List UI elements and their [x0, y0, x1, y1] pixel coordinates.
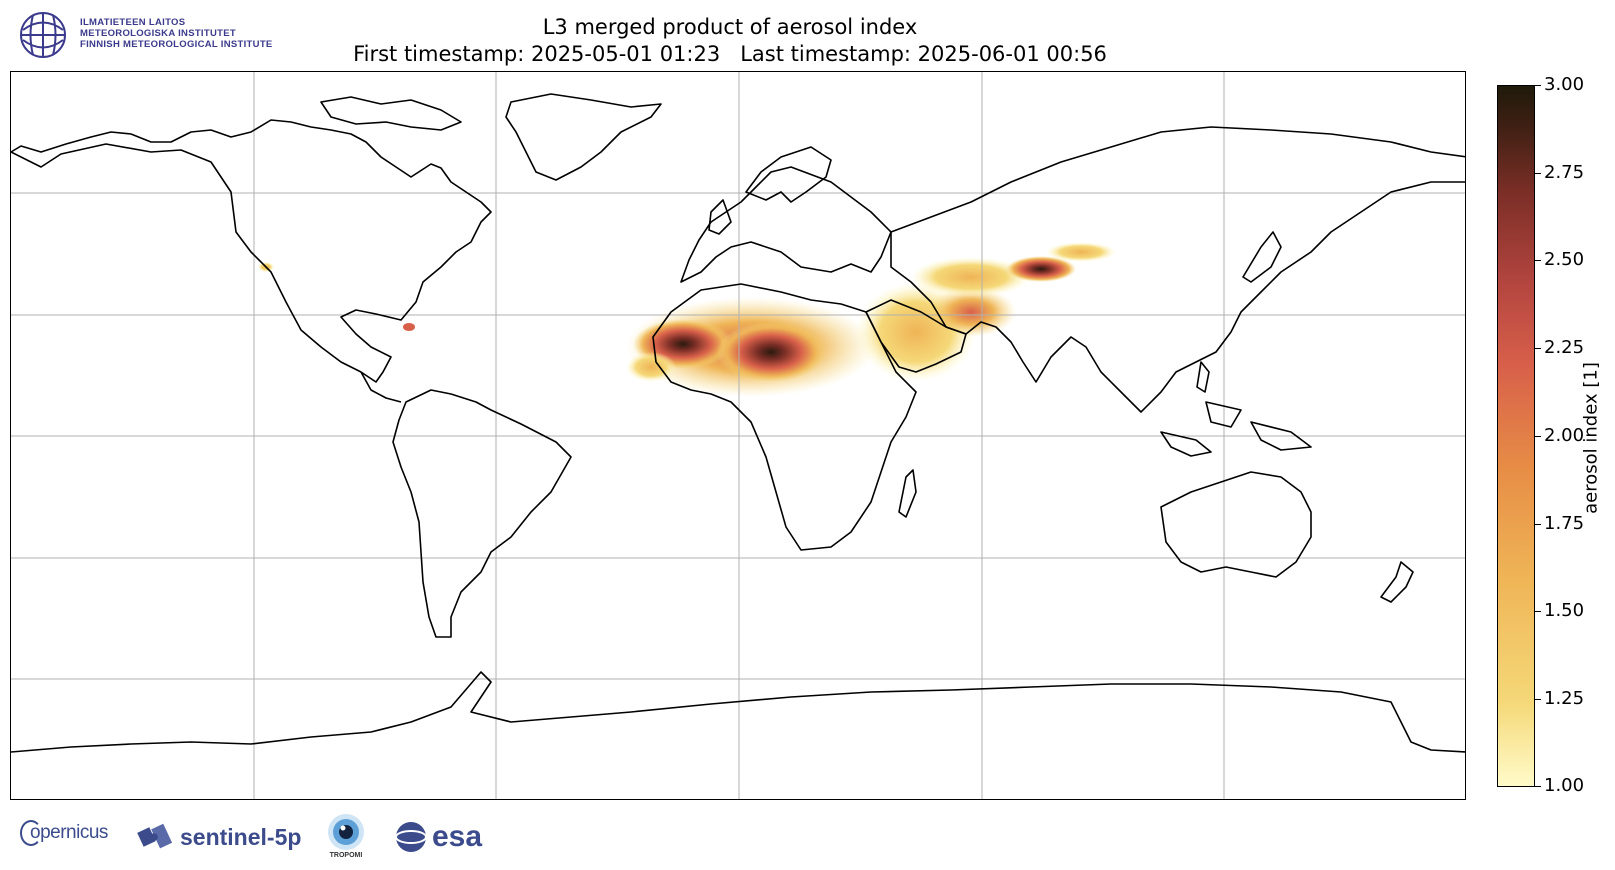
aerosol-iran	[911, 257, 1031, 297]
aerosol-layer	[258, 242, 1116, 397]
coast-south-america	[392, 389, 572, 638]
aerosol-persian-gulf	[926, 287, 1016, 337]
sentinel-logo: sentinel-5p	[136, 818, 301, 856]
coast-australia	[1160, 471, 1312, 578]
satellite-icon	[137, 823, 173, 849]
colorbar-tick-label: 2.00	[1544, 425, 1585, 446]
coast-arctic-islands	[320, 96, 462, 131]
colorbar-label: aerosol index [1]	[1580, 362, 1602, 514]
fmi-logo-line-fi: ILMATIETEEN LAITOS	[80, 17, 186, 28]
coastlines	[11, 93, 1465, 753]
coast-greenland	[505, 93, 662, 181]
coast-antarctica	[11, 671, 1465, 753]
coast-se-asia	[1160, 401, 1312, 457]
fmi-logo-line-sv: METEOROLOGISKA INSTITUTET	[80, 28, 236, 39]
aerosol-taklamakan	[1006, 256, 1076, 282]
colorbar-tick	[1535, 260, 1541, 261]
colorbar-tick	[1535, 348, 1541, 349]
coast-europe	[680, 166, 892, 283]
coast-arabia	[865, 299, 967, 373]
coast-central-america	[360, 371, 402, 403]
map-svg	[11, 72, 1465, 799]
tropomi-logo: TROPOMI	[326, 812, 366, 859]
colorbar-tick-label: 1.25	[1544, 688, 1585, 709]
tropomi-eye-icon	[328, 814, 364, 850]
coast-uk	[708, 199, 732, 235]
aerosol-gobi	[1046, 242, 1116, 262]
title-line-1: L3 merged product of aerosol index	[542, 15, 918, 39]
tropomi-text: TROPOMI	[329, 852, 363, 859]
colorbar-tick-label: 1.00	[1544, 775, 1585, 796]
colorbar-tick-label: 1.75	[1544, 513, 1585, 534]
coast-africa	[652, 283, 917, 551]
world-map	[10, 71, 1466, 800]
fmi-logo-text: ILMATIETEEN LAITOS METEOROLOGISKA INSTIT…	[80, 17, 273, 50]
footer-logos: opernicus sentinel-5p TROPOMI esa	[18, 812, 518, 862]
colorbar-tick-label: 2.75	[1544, 162, 1585, 183]
coast-new-zealand	[1380, 561, 1414, 603]
colorbar-tick	[1535, 611, 1541, 612]
colorbar-tick-label: 2.25	[1544, 337, 1585, 358]
fmi-logo-icon	[20, 12, 66, 58]
colorbar-tick	[1535, 173, 1541, 174]
coast-madagascar	[898, 469, 917, 518]
colorbar-tick-label: 2.50	[1544, 249, 1585, 270]
esa-globe-icon	[395, 822, 427, 852]
title-line-2: First timestamp: 2025-05-01 01:23 Last t…	[353, 42, 1107, 66]
esa-text: esa	[432, 820, 483, 853]
copernicus-text: opernicus	[30, 822, 108, 843]
coast-japan	[1242, 231, 1282, 283]
colorbar-tick	[1535, 85, 1541, 86]
esa-logo: esa	[394, 820, 482, 854]
sentinel-text: sentinel-5p	[180, 823, 302, 850]
copernicus-c-icon	[20, 820, 42, 846]
coast-scandinavia	[745, 146, 832, 203]
coast-philippines	[1196, 361, 1210, 393]
map-title: L3 merged product of aerosol index First…	[300, 14, 1160, 68]
copernicus-logo: opernicus	[20, 820, 108, 846]
colorbar-tick-label: 3.00	[1544, 74, 1585, 95]
colorbar-tick	[1535, 436, 1541, 437]
coast-north-america	[11, 119, 492, 383]
coast-asia	[890, 126, 1465, 413]
colorbar-tick	[1535, 786, 1541, 787]
colorbar-tick	[1535, 699, 1541, 700]
colorbar	[1497, 85, 1535, 787]
aerosol-central-sahara	[716, 322, 826, 382]
gridlines	[11, 72, 1465, 799]
aerosol-caribbean	[403, 323, 415, 331]
fmi-logo: ILMATIETEEN LAITOS METEOROLOGISKA INSTIT…	[18, 10, 318, 62]
colorbar-tick-label: 1.50	[1544, 600, 1585, 621]
colorbar-tick	[1535, 524, 1541, 525]
fmi-logo-line-en: FINNISH METEOROLOGICAL INSTITUTE	[80, 39, 273, 50]
aerosol-sahel-west	[626, 352, 676, 382]
